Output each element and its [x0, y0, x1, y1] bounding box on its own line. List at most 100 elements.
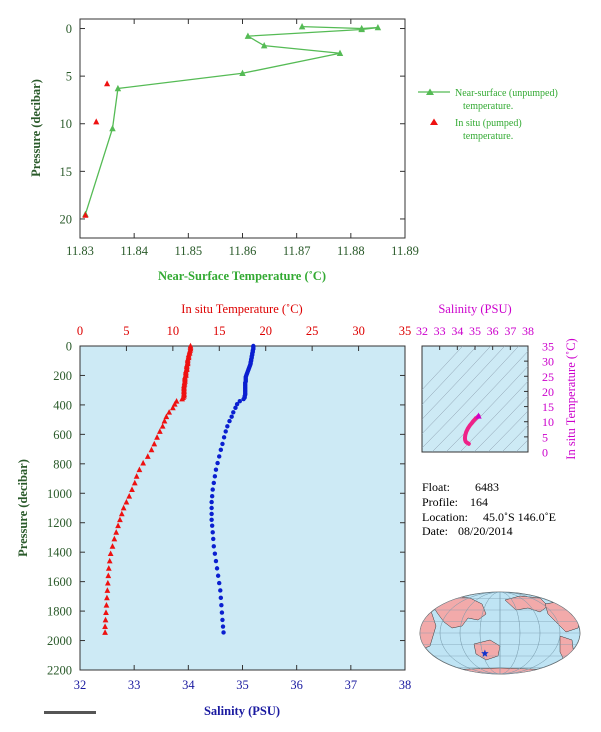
salinity-point	[218, 447, 224, 453]
salinity-point	[225, 424, 230, 429]
ts-temperature-tick-label: 0	[542, 446, 548, 460]
salinity-tick-label: 37	[345, 678, 358, 692]
salinity-point	[213, 558, 219, 564]
ts-density-contour	[487, 410, 528, 452]
pressure-tick-label: 1600	[47, 575, 72, 589]
near-surface-y-axis-label: Pressure (decibar)	[29, 79, 43, 177]
temperature-tick-label: 5	[123, 324, 129, 338]
near-surface-y-tick-label: 15	[60, 165, 73, 179]
near-surface-x-tick-label: 11.86	[229, 244, 257, 258]
salinity-point	[211, 480, 216, 486]
temperature-point	[103, 602, 110, 608]
ts-density-contour	[422, 346, 506, 435]
date-label: Date:	[422, 524, 448, 538]
temperature-tick-label: 0	[77, 324, 83, 338]
temperature-tick-label: 20	[259, 324, 272, 338]
ts-salinity-tick-label: 32	[416, 324, 428, 338]
temperature-point	[169, 404, 176, 411]
salinity-point	[237, 399, 242, 404]
temperature-point	[171, 400, 178, 407]
salinity-point	[213, 467, 219, 472]
salinity-point	[227, 418, 232, 424]
temperature-point	[144, 453, 151, 459]
near-surface-chart: 11.83 11.84 11.85 11.86 11.87 11.88 11.89 0 5 10…	[29, 18, 558, 283]
temperature-point	[115, 522, 121, 529]
salinity-point	[217, 454, 222, 459]
ts-temperature-tick-label: 5	[542, 430, 548, 444]
salinity-point	[212, 474, 218, 479]
temperature-point	[151, 440, 158, 447]
ts-density-contour	[515, 439, 528, 452]
temperature-point	[103, 609, 109, 615]
profile-plot-frame	[79, 345, 406, 671]
temperature-point	[104, 579, 111, 586]
pressure-tick-label: 0	[66, 340, 72, 354]
map-land-south-america	[559, 635, 575, 665]
temperature-point	[133, 473, 140, 479]
legend-marker-pumped	[430, 118, 438, 125]
temperature-point	[136, 466, 143, 473]
location-label: Location:	[422, 510, 468, 524]
ts-density-contour	[501, 425, 528, 452]
ts-density-contour	[473, 395, 528, 452]
legend-label-pumped-line2: temperature.	[463, 131, 513, 142]
near-surface-y-tick-label: 0	[66, 22, 72, 36]
map-land-antarctica	[439, 667, 561, 674]
temperature-point	[161, 417, 168, 424]
salinity-point	[215, 573, 221, 578]
near-surface-marks	[82, 23, 382, 218]
temperature-point	[156, 428, 163, 434]
legend-marker-unpumped	[426, 88, 434, 95]
pressure-tick-label: 1000	[47, 487, 72, 501]
temperature-point	[105, 565, 112, 571]
salinity-point	[229, 414, 234, 419]
ts-density-contour	[422, 346, 464, 391]
near-surface-unpumped-point	[114, 84, 122, 92]
pressure-tick-label: 600	[53, 428, 72, 442]
salinity-tick-label: 38	[399, 678, 412, 692]
near-surface-unpumped-point	[358, 25, 365, 33]
salinity-point	[220, 617, 225, 623]
pressure-tick-label: 1400	[47, 546, 72, 560]
ts-density-contour	[445, 365, 528, 452]
temperature-profile-marks	[102, 342, 194, 635]
ts-surface-marker	[475, 412, 482, 419]
temperature-point	[102, 623, 108, 629]
salinity-tick-label: 35	[236, 678, 249, 692]
temperature-point	[104, 594, 110, 601]
temperature-tick-label: 15	[213, 324, 226, 338]
near-surface-x-tick-label: 11.85	[174, 244, 202, 258]
salinity-point	[212, 551, 218, 556]
ts-density-contour	[422, 346, 520, 449]
ts-profile-marks	[462, 412, 482, 446]
salinity-point	[209, 494, 215, 499]
near-surface-y-tick-label: 5	[66, 70, 72, 84]
salinity-point	[214, 566, 220, 571]
legend-label-pumped-line1: In situ (pumped)	[455, 118, 522, 129]
pressure-axis-label: Pressure (decibar)	[16, 459, 30, 557]
near-surface-unpumped-point	[109, 124, 116, 132]
temperature-point	[123, 498, 130, 505]
profile-label: Profile:	[422, 495, 458, 509]
pressure-tick-label: 1200	[47, 516, 72, 530]
float-label: Float:	[422, 480, 450, 494]
ts-temperature-tick-label: 15	[542, 400, 554, 414]
salinity-point	[209, 517, 214, 522]
temperature-point	[106, 557, 113, 564]
near-surface-x-tick-label: 11.87	[283, 244, 311, 258]
ts-salinity-tick-label: 37	[504, 324, 516, 338]
profile-value: 164	[470, 495, 488, 509]
salinity-point	[221, 630, 226, 635]
salinity-point	[209, 523, 215, 528]
temperature-point	[126, 493, 133, 499]
near-surface-unpumped-point	[260, 42, 268, 49]
location-map	[419, 591, 581, 675]
temperature-tick-label: 30	[352, 324, 365, 338]
ts-salinity-axis-label: Salinity (PSU)	[438, 302, 511, 316]
salinity-tick-label: 34	[182, 678, 195, 692]
near-surface-unpumped-point	[239, 69, 246, 76]
near-surface-legend: Near-surface (unpumped) temperature. In …	[418, 88, 558, 142]
salinity-point	[210, 530, 215, 535]
